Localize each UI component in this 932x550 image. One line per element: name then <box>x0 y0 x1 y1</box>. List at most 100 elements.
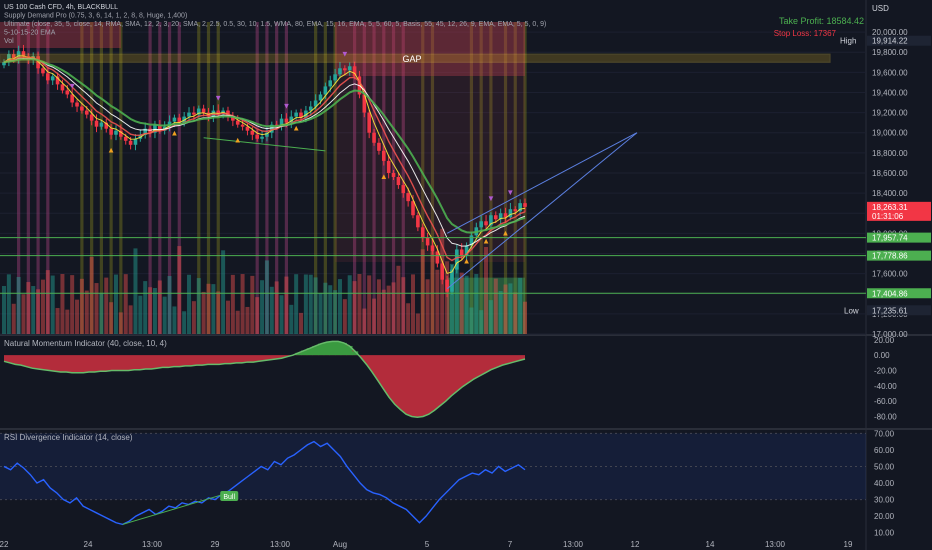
candle-body <box>299 112 303 118</box>
candle-body <box>362 94 367 113</box>
volume-bar <box>493 278 498 334</box>
candle-body <box>396 176 401 186</box>
candle-body <box>50 76 55 81</box>
rsi-pane: Bull RSI Divergence Indicator (14, close) <box>0 432 866 526</box>
volume-bar <box>464 275 469 334</box>
candle-body <box>411 201 415 216</box>
volume-bar <box>411 274 416 334</box>
ema-line <box>3 58 526 234</box>
time-tick: 19 <box>844 540 853 549</box>
price-badge-text: 17,957.74 <box>872 234 908 243</box>
volume-bar <box>240 274 245 334</box>
volume-bar <box>386 285 391 334</box>
session-stripe <box>17 22 21 334</box>
session-stripe <box>284 22 289 334</box>
candle-body <box>440 263 445 280</box>
candle-body <box>338 68 342 75</box>
rsi-tick: 30.00 <box>874 496 895 505</box>
price-tick: 19,200.00 <box>872 109 908 118</box>
volume-bar <box>274 281 279 334</box>
volume-bar <box>21 294 26 334</box>
volume-bar <box>6 274 11 334</box>
volume-bar <box>362 308 367 334</box>
session-stripe <box>167 22 172 334</box>
candle-body <box>16 51 21 59</box>
candle-body <box>391 172 396 177</box>
rsi-tick: 20.00 <box>874 512 895 521</box>
momentum-title: Natural Momentum Indicator (40, close, 1… <box>4 339 167 348</box>
low-label: Low <box>844 306 859 315</box>
candle-body <box>464 245 469 256</box>
volume-bar <box>357 274 362 334</box>
time-tick: 7 <box>508 540 513 549</box>
sell-marker: ▼ <box>341 49 349 58</box>
volume-bar <box>84 290 89 334</box>
price-badge <box>867 201 931 212</box>
volume-bar <box>289 304 294 334</box>
candle-body <box>211 110 216 117</box>
time-tick: Aug <box>333 540 347 549</box>
candle-body <box>304 110 308 118</box>
session-stripe <box>148 22 152 334</box>
candle-body <box>153 124 157 133</box>
candle-body <box>289 116 294 123</box>
header-line: Supply Demand Pro (0.75, 3, 6, 14, 1, 2,… <box>4 13 187 20</box>
candle-body <box>46 73 50 81</box>
candle-body <box>177 117 182 123</box>
volume-bar <box>157 280 162 334</box>
candle-body <box>270 124 274 133</box>
session-stripe <box>80 22 84 334</box>
volume-bar <box>449 263 454 334</box>
time-axis: 22 24 13:00 29 13:00 Aug 5 7 13:00 12 14 13:00 19 <box>0 540 853 549</box>
volume-bar <box>75 299 80 334</box>
volume-bar <box>245 306 250 334</box>
volume-bar <box>16 276 21 334</box>
candle-body <box>377 142 381 151</box>
volume-bar <box>216 291 221 334</box>
candle-body <box>89 114 94 121</box>
candle-body <box>416 215 420 228</box>
time-tick: 13:00 <box>270 540 291 549</box>
candle-body <box>352 66 357 77</box>
volume-bar <box>94 283 99 334</box>
session-stripe <box>333 22 337 334</box>
volume-bar <box>498 291 503 334</box>
volume-bar <box>381 289 386 334</box>
buy-marker: ▲ <box>482 236 490 245</box>
price-badge-text: 17,404.86 <box>872 289 908 298</box>
volume-bar <box>182 311 187 334</box>
momentum-tick: -40.00 <box>874 382 897 391</box>
candle-body <box>386 160 391 173</box>
candle-body <box>235 120 240 125</box>
price-axes: USD 20,000.00 19,800.00 19,600.00 19,400.00 1… <box>774 4 931 538</box>
volume-bar <box>187 274 192 334</box>
session-stripe <box>109 22 113 334</box>
candle-body <box>11 54 16 59</box>
volume-bar <box>162 296 167 334</box>
candle-body <box>455 249 459 270</box>
candle-body <box>260 136 264 139</box>
volume-bar <box>396 265 401 334</box>
session-stripe <box>469 22 474 334</box>
session-stripe <box>36 22 40 334</box>
price-badge-text: 17,235.61 <box>872 306 908 315</box>
candle-body <box>459 249 464 256</box>
volume-bar <box>518 277 523 334</box>
momentum-tick: -20.00 <box>874 367 897 376</box>
volume-bar <box>347 275 352 334</box>
candle-body <box>75 102 79 107</box>
trend-line <box>203 137 326 152</box>
candle-body <box>401 185 406 194</box>
candle-body <box>231 116 235 121</box>
volume-bar <box>128 305 133 334</box>
candle-body <box>367 112 371 133</box>
volume-bar <box>55 308 60 334</box>
candle-body <box>41 68 45 74</box>
price-tick: 17,600.00 <box>872 270 908 279</box>
session-stripe <box>421 22 425 334</box>
time-tick: 13:00 <box>142 540 163 549</box>
session-stripe <box>489 22 493 334</box>
volume-bar <box>469 307 474 334</box>
candle-body <box>498 213 503 220</box>
candle-body <box>99 122 104 127</box>
